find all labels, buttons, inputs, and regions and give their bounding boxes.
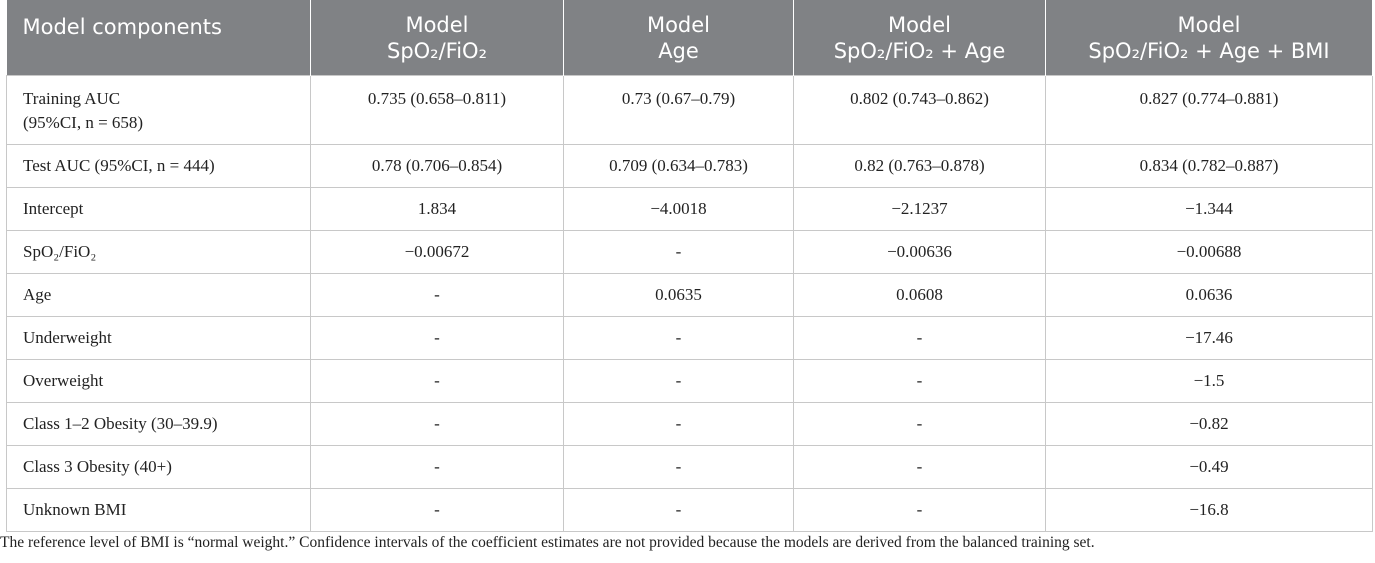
table-cell: -	[310, 316, 564, 360]
table-cell: −4.0018	[563, 187, 794, 231]
table-body: Training AUC (95%CI, n = 658) 0.735 (0.658…	[6, 75, 1373, 532]
table-cell: -	[310, 488, 564, 532]
table-cell: -	[310, 402, 564, 446]
table-cell: -	[310, 445, 564, 489]
row-label: Overweight	[6, 359, 311, 403]
table-cell: 0.82 (0.763–0.878)	[793, 144, 1046, 188]
table-row: Test AUC (95%CI, n = 444) 0.78 (0.706–0.8…	[6, 144, 1373, 188]
cell-line: SpO₂/FiO₂ + Age + BMI	[1088, 38, 1330, 63]
table-cell: −17.46	[1045, 316, 1373, 360]
table-cell: 0.78 (0.706–0.854)	[310, 144, 564, 188]
row-label: Intercept	[6, 187, 311, 231]
table-row: Underweight - - - −17.46	[6, 316, 1373, 360]
table-cell: 0.0636	[1045, 273, 1373, 317]
table-row: Overweight - - - −1.5	[6, 359, 1373, 403]
table-row: Training AUC (95%CI, n = 658) 0.735 (0.658…	[6, 75, 1373, 145]
table-cell: -	[793, 445, 1046, 489]
table-cell: 0.0635	[563, 273, 794, 317]
table-cell: -	[310, 273, 564, 317]
cell-line: Training AUC	[23, 89, 121, 108]
table-cell: −0.00636	[793, 230, 1046, 274]
table-cell: 0.73 (0.67–0.79)	[563, 75, 794, 145]
table-cell: -	[793, 402, 1046, 446]
table-wrap: Model components Model SpO₂/FiO₂ Model Age Mo…	[6, 0, 1373, 532]
cell-line: Model	[887, 12, 952, 37]
header-cell: Model SpO₂/FiO₂ + Age + BMI	[1045, 0, 1373, 76]
table-cell: 0.802 (0.743–0.862)	[793, 75, 1046, 145]
header-row: Model components Model SpO₂/FiO₂ Model Age Mo…	[6, 0, 1373, 76]
table-row: Class 3 Obesity (40+) - - - −0.49	[6, 445, 1373, 489]
table-cell: −1.344	[1045, 187, 1373, 231]
table-cell: -	[563, 316, 794, 360]
table-row: Intercept 1.834 −4.0018 −2.1237 −1.344	[6, 187, 1373, 231]
table-cell: 0.827 (0.774–0.881)	[1045, 75, 1373, 145]
row-label: Unknown BMI	[6, 488, 311, 532]
row-label: Class 3 Obesity (40+)	[6, 445, 311, 489]
table-cell: −2.1237	[793, 187, 1046, 231]
table-row: Class 1–2 Obesity (30–39.9) - - - −0.82	[6, 402, 1373, 446]
table-cell: -	[310, 359, 564, 403]
row-label: Test AUC (95%CI, n = 444)	[6, 144, 311, 188]
cell-line: Model components	[22, 15, 222, 39]
table-cell: 0.735 (0.658–0.811)	[310, 75, 564, 145]
row-label: Class 1–2 Obesity (30–39.9)	[6, 402, 311, 446]
table-cell: −0.00672	[310, 230, 564, 274]
header-cell: Model components	[6, 0, 311, 76]
table-row: Age -0.0635 0.0608 0.0636	[6, 273, 1373, 317]
cell-line: Model	[405, 12, 469, 37]
cell-line: Age	[658, 38, 699, 63]
table-cell: 0.709 (0.634–0.783)	[563, 144, 794, 188]
row-label: Age	[6, 273, 311, 317]
cell-line: Model	[1177, 12, 1241, 37]
table-cell: −0.00688	[1045, 230, 1373, 274]
table-cell: -	[563, 359, 794, 403]
table-cell: -	[563, 445, 794, 489]
table-cell: -	[563, 230, 794, 274]
cell-line: (95%CI, n = 658)	[23, 113, 144, 132]
table-cell: -	[793, 316, 1046, 360]
header-cell: Model SpO₂/FiO₂ + Age	[793, 0, 1046, 76]
table-cell: −0.82	[1045, 402, 1373, 446]
header-cell: Model Age	[563, 0, 794, 76]
cell-line: SpO₂/FiO₂	[386, 38, 488, 63]
table-cell: -	[563, 402, 794, 446]
table-cell: -	[563, 488, 794, 532]
table-cell: -	[793, 488, 1046, 532]
row-label: Training AUC (95%CI, n = 658)	[6, 75, 311, 145]
table-cell: -	[793, 359, 1046, 403]
table-row: Unknown BMI - - - −16.8	[6, 488, 1373, 532]
cell-line: Model	[646, 12, 711, 37]
table-row: SpO₂/FiO₂ −0.00672- −0.00636 −0.00688	[6, 230, 1373, 274]
table-cell: −0.49	[1045, 445, 1373, 489]
cell-line: SpO₂/FiO₂ + Age	[833, 38, 1006, 63]
footnote: The reference level of BMI is “normal we…	[0, 534, 1095, 551]
table-cell: −1.5	[1045, 359, 1373, 403]
table-cell: 0.834 (0.782–0.887)	[1045, 144, 1373, 188]
row-label: SpO₂/FiO₂	[6, 230, 311, 274]
table: Model components Model SpO₂/FiO₂ Model Age Mo…	[6, 0, 1373, 532]
header-cell: Model SpO₂/FiO₂	[310, 0, 564, 76]
table-cell: 0.0608	[793, 273, 1046, 317]
table-cell: 1.834	[310, 187, 564, 231]
table-cell: −16.8	[1045, 488, 1373, 532]
row-label: Underweight	[6, 316, 311, 360]
